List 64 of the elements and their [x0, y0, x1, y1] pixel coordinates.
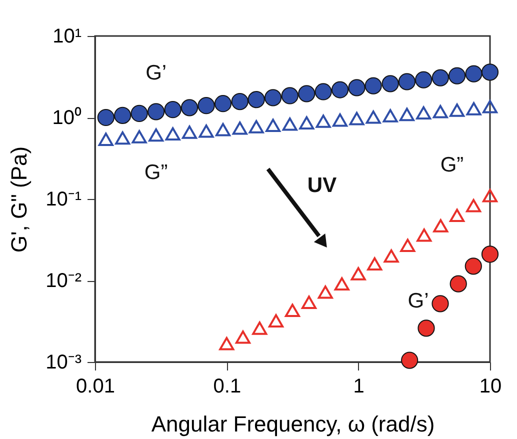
point — [232, 122, 248, 135]
point — [416, 106, 432, 120]
point — [450, 104, 465, 117]
y-tick-label: 10⁻¹ — [46, 188, 82, 210]
point — [130, 104, 148, 122]
point — [281, 87, 298, 104]
series-label: G’ — [408, 290, 429, 313]
point — [415, 71, 432, 88]
point — [366, 110, 381, 124]
point — [331, 81, 349, 98]
point — [180, 99, 198, 116]
point — [115, 131, 130, 145]
point — [214, 95, 232, 112]
series-label: G” — [144, 160, 168, 184]
point — [482, 100, 498, 114]
point — [164, 101, 182, 118]
point — [432, 104, 448, 118]
point — [332, 113, 348, 127]
point — [399, 108, 414, 122]
point — [282, 117, 298, 131]
point — [248, 120, 264, 134]
point — [165, 127, 180, 140]
point — [182, 126, 198, 139]
point — [248, 91, 265, 108]
x-tick-label: 0.1 — [213, 376, 242, 398]
point — [148, 103, 165, 120]
point — [382, 109, 398, 122]
x-tick-label: 1 — [353, 376, 364, 398]
point — [264, 89, 282, 106]
point — [314, 83, 332, 100]
point — [114, 106, 132, 124]
point — [432, 69, 449, 86]
point — [198, 124, 214, 138]
y-tick-label: 10⁻³ — [46, 352, 82, 374]
point — [465, 65, 482, 82]
point — [299, 116, 314, 130]
point — [231, 92, 248, 110]
series-label: G” — [440, 154, 464, 177]
point — [97, 108, 114, 126]
y-tick-label: 10⁰ — [52, 106, 82, 129]
point — [132, 130, 147, 144]
y-tick-label: 10¹ — [52, 26, 82, 48]
point — [215, 122, 231, 136]
point — [348, 79, 366, 96]
series-label: G’ — [146, 62, 167, 85]
y-axis-title: G', G" (Pa) — [6, 146, 32, 253]
point — [298, 85, 316, 102]
point — [316, 114, 331, 128]
point — [266, 118, 281, 132]
point — [466, 102, 482, 116]
x-axis-title: Angular Frequency, ω (rad/s) — [151, 412, 435, 436]
point — [481, 64, 499, 81]
x-tick-label: 10 — [479, 376, 502, 398]
x-tick-label: 0.01 — [76, 376, 115, 398]
point — [198, 97, 215, 114]
point — [398, 73, 416, 90]
point — [349, 112, 364, 126]
annotation: UV — [307, 174, 337, 197]
point — [382, 75, 399, 92]
point — [364, 77, 382, 94]
point — [148, 128, 164, 142]
y-tick-label: 10⁻² — [46, 270, 82, 292]
point — [448, 67, 466, 84]
point — [98, 132, 114, 146]
